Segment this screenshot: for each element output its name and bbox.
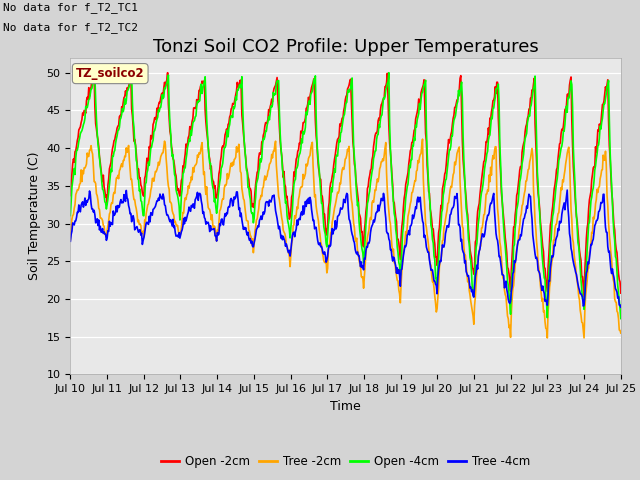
Open -2cm	[133, 159, 141, 165]
Open -4cm	[429, 240, 437, 246]
Open -4cm	[218, 164, 226, 169]
Tree -4cm	[617, 304, 625, 310]
Tree -4cm	[77, 209, 84, 215]
Open -4cm	[133, 160, 141, 166]
Tree -2cm	[218, 198, 226, 204]
Tree -4cm	[133, 224, 141, 229]
Line: Tree -4cm: Tree -4cm	[70, 190, 621, 307]
Text: No data for f_T2_TC2: No data for f_T2_TC2	[3, 22, 138, 33]
Line: Open -2cm: Open -2cm	[70, 72, 621, 297]
Open -2cm	[429, 226, 437, 232]
Open -2cm	[164, 70, 172, 75]
Open -2cm	[67, 192, 74, 198]
Tree -4cm	[218, 216, 226, 222]
Text: TZ_soilco2: TZ_soilco2	[76, 67, 145, 80]
Open -4cm	[617, 316, 625, 322]
Open -4cm	[67, 213, 74, 218]
Tree -4cm	[413, 206, 420, 212]
X-axis label: Time: Time	[330, 400, 361, 413]
Tree -4cm	[429, 267, 436, 273]
Tree -2cm	[189, 165, 196, 171]
Open -2cm	[219, 143, 227, 149]
Legend: Open -2cm, Tree -2cm, Open -4cm, Tree -4cm: Open -2cm, Tree -2cm, Open -4cm, Tree -4…	[156, 450, 535, 472]
Tree -2cm	[617, 330, 625, 336]
Open -2cm	[617, 290, 625, 296]
Title: Tonzi Soil CO2 Profile: Upper Temperatures: Tonzi Soil CO2 Profile: Upper Temperatur…	[153, 38, 538, 56]
Tree -4cm	[563, 187, 571, 193]
Tree -2cm	[419, 136, 426, 142]
Open -2cm	[77, 124, 84, 130]
Tree -2cm	[133, 211, 141, 216]
Line: Open -4cm: Open -4cm	[70, 72, 621, 319]
Open -2cm	[580, 294, 588, 300]
Line: Tree -2cm: Tree -2cm	[70, 139, 621, 338]
Tree -2cm	[543, 335, 551, 341]
Open -2cm	[413, 109, 421, 115]
Open -4cm	[385, 70, 393, 75]
Tree -2cm	[413, 168, 420, 174]
Y-axis label: Soil Temperature (C): Soil Temperature (C)	[28, 152, 41, 280]
Open -4cm	[77, 131, 84, 136]
Tree -4cm	[189, 201, 196, 207]
Open -4cm	[189, 120, 196, 126]
Tree -4cm	[67, 239, 74, 244]
Open -4cm	[413, 117, 421, 123]
Open -2cm	[190, 105, 198, 111]
Tree -2cm	[77, 180, 84, 186]
Tree -2cm	[67, 237, 74, 243]
Text: No data for f_T2_TC1: No data for f_T2_TC1	[3, 2, 138, 13]
Tree -2cm	[429, 279, 437, 285]
